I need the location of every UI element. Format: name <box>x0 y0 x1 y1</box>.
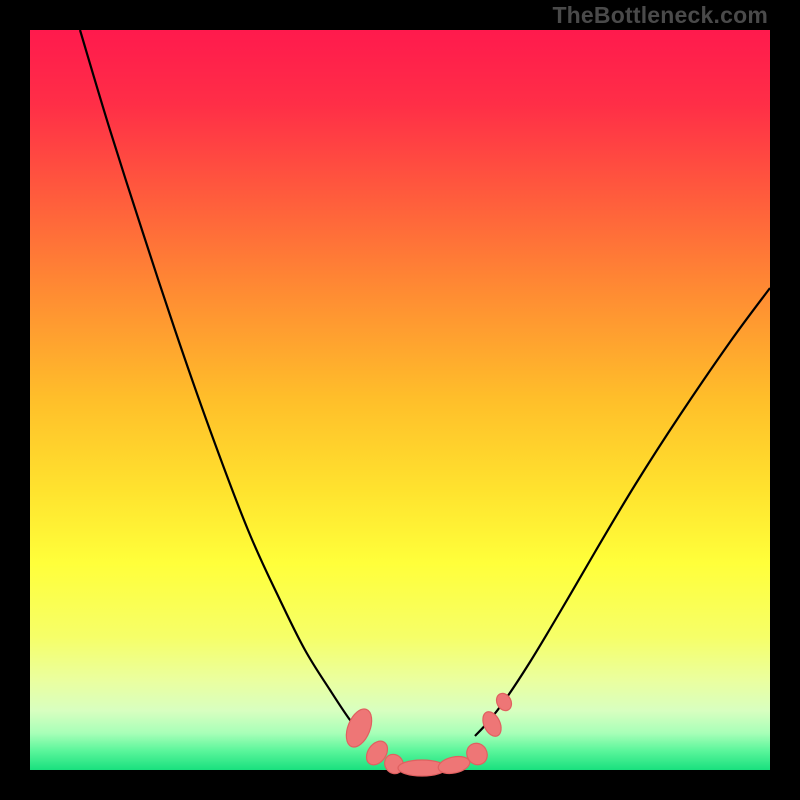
chart-frame <box>0 0 800 800</box>
chart-svg <box>30 30 770 770</box>
trough-marker <box>341 705 376 750</box>
curve-left-branch <box>80 30 365 738</box>
watermark-text: TheBottleneck.com <box>552 2 768 29</box>
trough-marker <box>479 709 504 739</box>
curve-right-branch <box>475 288 770 736</box>
marker-group <box>341 691 514 778</box>
